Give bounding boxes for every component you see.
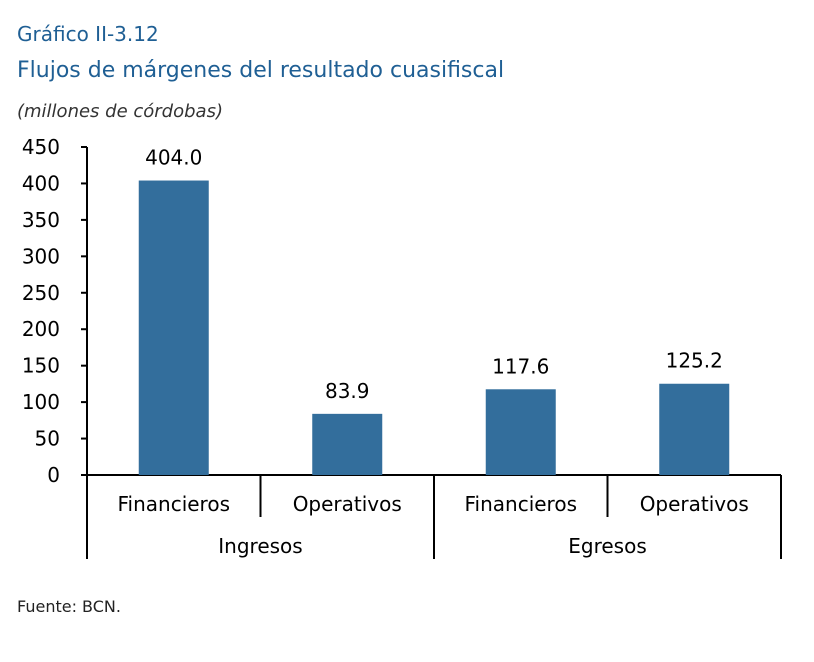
- chart-labels: 404.0 Financieros 83.9 Operativos 117.6 Finan…: [117, 146, 748, 558]
- y-tick-label: 50: [35, 427, 60, 451]
- y-tick-label: 250: [22, 281, 60, 305]
- data-label: 404.0: [145, 146, 202, 170]
- y-tick-label: 0: [47, 463, 60, 487]
- chart-subtitle: (millones de córdobas): [17, 101, 223, 122]
- y-tick-label: 100: [22, 390, 60, 414]
- category-label: Financieros: [464, 492, 577, 516]
- data-label: 117.6: [492, 354, 549, 378]
- y-tick-label: 150: [22, 354, 60, 378]
- group-label: Egresos: [568, 534, 647, 558]
- bar: [659, 383, 730, 475]
- source-note: Fuente: BCN.: [17, 597, 121, 616]
- chart-title: Flujos de márgenes del resultado cuasifi…: [17, 58, 505, 83]
- category-label: Operativos: [640, 492, 749, 516]
- chart-bars: [138, 180, 730, 476]
- y-tick-label: 200: [22, 317, 60, 341]
- data-label: 125.2: [666, 349, 723, 373]
- y-tick-label: 450: [22, 135, 60, 159]
- data-label: 83.9: [325, 379, 370, 403]
- category-label: Operativos: [293, 492, 402, 516]
- y-tick-label: 350: [22, 208, 60, 232]
- y-tick-label: 300: [22, 244, 60, 268]
- bar: [138, 180, 209, 476]
- bar: [485, 389, 556, 475]
- y-tick-label: 400: [22, 171, 60, 195]
- chart-number: Gráfico II-3.12: [17, 22, 159, 46]
- chart-axes: 0 50 100 150 200 250 300 350 400 450: [22, 135, 782, 559]
- bar: [312, 413, 383, 475]
- category-label: Financieros: [117, 492, 230, 516]
- group-label: Ingresos: [218, 534, 302, 558]
